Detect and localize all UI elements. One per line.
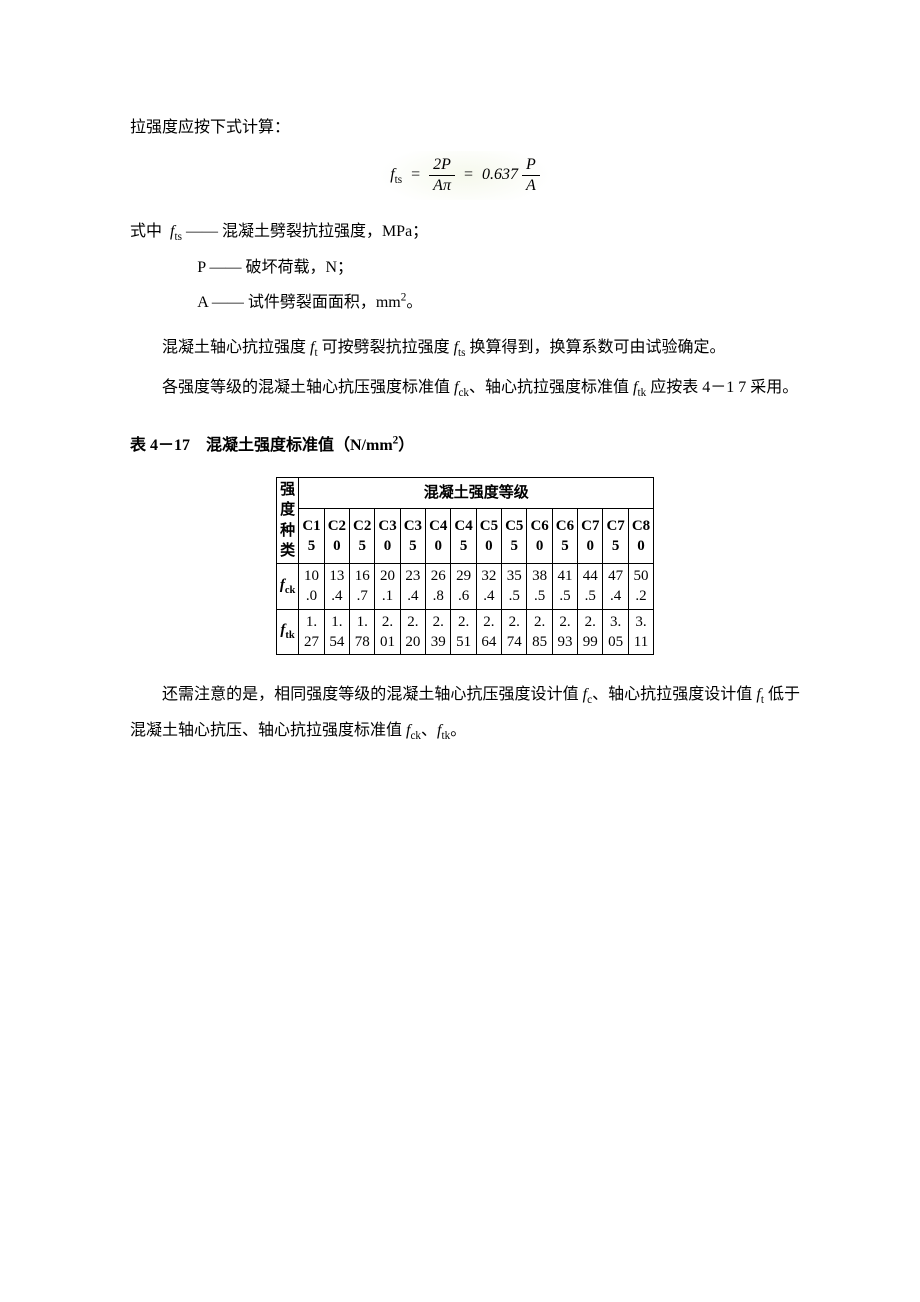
ftk-cell: 2.51	[451, 609, 476, 655]
grade-header: C30	[375, 508, 400, 563]
table-title-b: ）	[398, 437, 414, 454]
ftk-cell: 2.93	[552, 609, 577, 655]
fck-cell: 26.8	[426, 564, 451, 610]
ftk-cell: 3.11	[628, 609, 653, 655]
row-ftk-label: ftk	[276, 609, 299, 655]
def-prefix: 式中	[130, 223, 162, 240]
fck-cell: 50.2	[628, 564, 653, 610]
fck-cell: 10.0	[299, 564, 324, 610]
p1a: 混凝土轴心抗拉强度	[162, 339, 310, 356]
frac2-den: A	[522, 176, 540, 196]
ftk-cell: 2.20	[400, 609, 425, 655]
na: 还需注意的是，相同强度等级的混凝土轴心抗压强度设计值	[162, 686, 583, 703]
paragraph-conversion: 混凝土轴心抗拉强度 ft 可按劈裂抗拉强度 fts 换算得到，换算系数可由试验确…	[130, 330, 800, 366]
def-fts-sub: ts	[174, 231, 181, 243]
def-fts-desc: —— 混凝土劈裂抗拉强度，MPa；	[186, 223, 428, 240]
p2a: 各强度等级的混凝土轴心抗压强度标准值	[162, 379, 454, 396]
fck-cell: 41.5	[552, 564, 577, 610]
p2c: 应按表 4－1 7 采用。	[646, 379, 798, 396]
ftk-cell: 2.39	[426, 609, 451, 655]
table-title-a: 表 4－17 混凝土强度标准值（N/mm	[130, 437, 393, 454]
def-p-sym: P	[197, 259, 205, 276]
grade-span-header: 混凝土强度等级	[299, 478, 654, 509]
grade-header: C80	[628, 508, 653, 563]
strength-table: 强度种类 混凝土强度等级 C15C20C25C30C35C40C45C50C55…	[276, 477, 654, 655]
grade-header: C35	[400, 508, 425, 563]
def-fts: 式中 fts —— 混凝土劈裂抗拉强度，MPa；	[130, 214, 800, 250]
corner-header: 强度种类	[276, 478, 299, 564]
grade-header: C50	[476, 508, 501, 563]
p1c: 换算得到，换算系数可由试验确定。	[466, 339, 726, 356]
fck-cell: 23.4	[400, 564, 425, 610]
paragraph-note: 还需注意的是，相同强度等级的混凝土轴心抗压强度设计值 fc、轴心抗拉强度设计值 …	[130, 677, 800, 749]
fck-cell: 16.7	[350, 564, 375, 610]
table-title: 表 4－17 混凝土强度标准值（N/mm2）	[130, 428, 800, 463]
formula-fts: fts = 2P Aπ = 0.637 P A	[130, 155, 800, 196]
def-p: P —— 破坏荷载，N；	[130, 250, 800, 285]
ftk-cell: 2.64	[476, 609, 501, 655]
p2f2sub: tk	[638, 387, 647, 399]
formula-const: 0.637	[482, 166, 518, 183]
symbol-definitions: 式中 fts —— 混凝土劈裂抗拉强度，MPa； P —— 破坏荷载，N； A …	[130, 214, 800, 320]
fck-cell: 13.4	[324, 564, 349, 610]
nf4s: tk	[442, 730, 451, 742]
def-p-desc: —— 破坏荷载，N；	[210, 259, 354, 276]
ne: 。	[450, 722, 466, 739]
p2b: 、轴心抗拉强度标准值	[469, 379, 633, 396]
fck-cell: 29.6	[451, 564, 476, 610]
nd: 、	[421, 722, 437, 739]
ftk-cell: 1.27	[299, 609, 324, 655]
lead-sentence: 拉强度应按下式计算：	[130, 110, 800, 145]
grade-header: C70	[578, 508, 603, 563]
ftk-cell: 3.05	[603, 609, 628, 655]
fck-cell: 20.1	[375, 564, 400, 610]
ftk-cell: 2.01	[375, 609, 400, 655]
frac1-den: Aπ	[429, 176, 455, 196]
ftk-cell: 2.99	[578, 609, 603, 655]
document-page: 拉强度应按下式计算： fts = 2P Aπ = 0.637 P A 式中	[0, 0, 920, 813]
fck-cell: 44.5	[578, 564, 603, 610]
table-grades-row: C15C20C25C30C35C40C45C50C55C60C65C70C75C…	[276, 508, 653, 563]
grade-header: C60	[527, 508, 552, 563]
grade-header: C75	[603, 508, 628, 563]
def-a-sym: A	[197, 294, 208, 311]
def-a-desc-pre: —— 试件劈裂面面积，mm	[212, 294, 401, 311]
table-header-row1: 强度种类 混凝土强度等级	[276, 478, 653, 509]
grade-header: C20	[324, 508, 349, 563]
formula-lhs-sub: ts	[395, 175, 402, 187]
table-fck-row: fck 10.013.416.720.123.426.829.632.435.5…	[276, 564, 653, 610]
frac1-num: 2P	[429, 155, 455, 176]
ftk-cell: 1.54	[324, 609, 349, 655]
fck-cell: 35.5	[502, 564, 527, 610]
nb: 、轴心抗拉强度设计值	[592, 686, 756, 703]
ftk-cell: 1.78	[350, 609, 375, 655]
table-ftk-row: ftk 1.271.541.782.012.202.392.512.642.74…	[276, 609, 653, 655]
table-wrap: 强度种类 混凝土强度等级 C15C20C25C30C35C40C45C50C55…	[130, 477, 800, 655]
grade-header: C25	[350, 508, 375, 563]
ftk-cell: 2.85	[527, 609, 552, 655]
row-fck-label: fck	[276, 564, 299, 610]
fck-cell: 32.4	[476, 564, 501, 610]
fck-cell: 38.5	[527, 564, 552, 610]
grade-header: C55	[502, 508, 527, 563]
paragraph-table-ref: 各强度等级的混凝土轴心抗压强度标准值 fck、轴心抗拉强度标准值 ftk 应按表…	[130, 370, 800, 406]
formula-frac2: P A	[522, 155, 540, 196]
def-a: A —— 试件劈裂面面积，mm2。	[130, 285, 800, 320]
formula-frac1: 2P Aπ	[429, 155, 455, 196]
grade-header: C15	[299, 508, 324, 563]
fck-cell: 47.4	[603, 564, 628, 610]
ftk-cell: 2.74	[502, 609, 527, 655]
grade-header: C45	[451, 508, 476, 563]
p1b: 可按劈裂抗拉强度	[318, 339, 454, 356]
def-a-desc-post: 。	[406, 294, 422, 311]
frac2-num: P	[522, 155, 540, 176]
grade-header: C40	[426, 508, 451, 563]
nf3s: ck	[410, 730, 421, 742]
p2f1sub: ck	[458, 387, 469, 399]
grade-header: C65	[552, 508, 577, 563]
p1f2sub: ts	[458, 348, 465, 360]
